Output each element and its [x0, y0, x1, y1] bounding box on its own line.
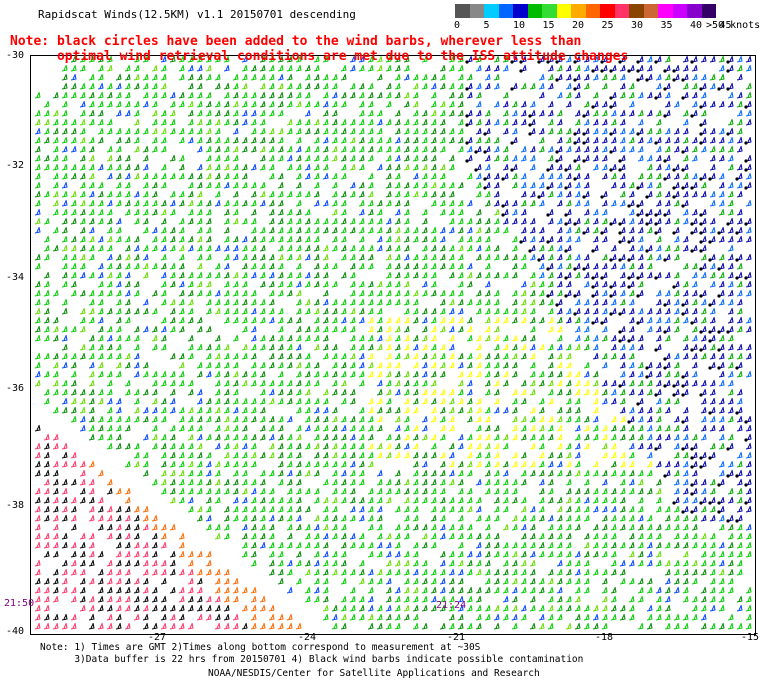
scale-swatch: [455, 4, 470, 18]
scale-swatch: [643, 4, 658, 18]
scale-label: 45: [719, 20, 732, 31]
credit-line: NOAA/NESDIS/Center for Satellite Applica…: [208, 668, 540, 679]
scale-swatch: [614, 4, 629, 18]
scale-swatch: [701, 4, 716, 18]
scale-swatch: [571, 4, 586, 18]
wind-speed-color-scale: [455, 4, 716, 18]
footer-notes: Note: 1) Times are GMT 2)Times along bot…: [40, 642, 583, 666]
scale-label: 40: [690, 20, 703, 31]
lon-label: -27: [148, 632, 167, 643]
footer-line-2: 3)Data buffer is 22 hrs from 20150701 4)…: [40, 654, 584, 665]
scale-label: 0: [454, 20, 461, 31]
lat-label: -38: [6, 500, 25, 511]
map-title: Rapidscat Winds(12.5KM) v1.1 20150701 de…: [38, 8, 356, 21]
scale-label: >50 knots: [706, 20, 760, 31]
scale-swatch: [469, 4, 484, 18]
map-plot-area: [30, 55, 756, 635]
scale-swatch: [585, 4, 600, 18]
scale-swatch: [556, 4, 571, 18]
scale-swatch: [513, 4, 528, 18]
scale-swatch: [600, 4, 615, 18]
lon-label: -18: [595, 632, 614, 643]
scale-label: 35: [660, 20, 673, 31]
scale-label: 25: [601, 20, 614, 31]
note-line-2: optimal wind retrieval conditions are me…: [10, 49, 629, 64]
footer-line-1: Note: 1) Times are GMT 2)Times along bot…: [40, 642, 481, 653]
scale-swatch: [658, 4, 673, 18]
contamination-note: Note: black circles have been added to t…: [10, 34, 628, 64]
scale-label: 5: [483, 20, 490, 31]
scale-swatch: [629, 4, 644, 18]
lat-label: -34: [6, 272, 25, 283]
scale-swatch: [527, 4, 542, 18]
scale-label: 30: [631, 20, 644, 31]
lat-label: -40: [6, 626, 25, 637]
lat-label: -30: [6, 50, 25, 61]
scale-swatch: [484, 4, 499, 18]
lat-label: -32: [6, 160, 25, 171]
lon-label: -24: [298, 632, 317, 643]
scale-swatch: [498, 4, 513, 18]
lon-label: -21: [447, 632, 466, 643]
scale-swatch: [672, 4, 687, 18]
note-line-1: Note: black circles have been added to t…: [10, 34, 582, 49]
pass-time-label: 21:50: [4, 598, 35, 609]
scale-label: 15: [542, 20, 555, 31]
pass-time-label: 21:24: [436, 600, 467, 611]
scale-label: 10: [513, 20, 526, 31]
lon-label: -15: [741, 632, 760, 643]
wind-barb-field: [34, 56, 752, 630]
scale-label: 20: [572, 20, 585, 31]
scale-swatch: [542, 4, 557, 18]
scale-swatch: [687, 4, 702, 18]
lat-label: -36: [6, 383, 25, 394]
